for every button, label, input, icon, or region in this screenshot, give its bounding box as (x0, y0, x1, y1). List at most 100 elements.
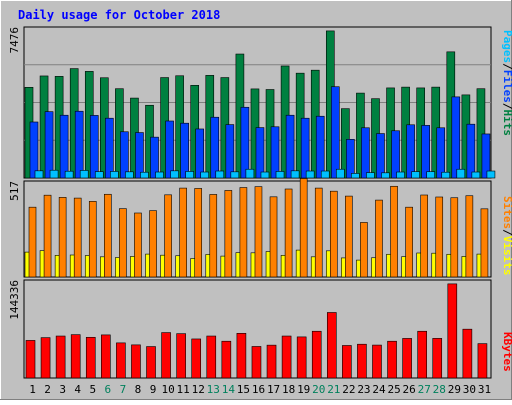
hits-ytick-max: 7476 (8, 27, 21, 54)
bar-pages-day-18 (290, 170, 300, 179)
bar-kbytes-day-24 (372, 344, 382, 379)
x-tick-label-day-23: 23 (357, 383, 370, 396)
bar-files-day-6 (105, 117, 114, 179)
bar-visits-day-13 (209, 194, 218, 278)
bar-kbytes-day-17 (266, 344, 277, 379)
x-tick-label-day-24: 24 (372, 383, 386, 396)
bar-kbytes-day-14 (221, 340, 232, 379)
bar-visits-day-3 (58, 197, 67, 278)
bar-hits-day-31 (476, 88, 486, 179)
bar-visits-day-8 (134, 212, 142, 278)
bar-files-day-14 (225, 124, 235, 179)
bar-pages-day-7 (125, 171, 134, 179)
x-tick-label-day-11: 11 (177, 383, 190, 396)
bar-visits-day-23 (360, 222, 368, 278)
bar-files-day-17 (270, 126, 280, 179)
x-tick-label-day-6: 6 (105, 383, 112, 396)
bar-visits-day-16 (254, 186, 263, 278)
bar-files-day-31 (481, 133, 491, 179)
bar-files-day-27 (421, 125, 430, 179)
legend-kbytes: KBytes (501, 332, 512, 372)
bar-files-day-7 (120, 131, 129, 179)
bar-kbytes-day-26 (402, 338, 412, 379)
bar-kbytes-day-29 (447, 283, 458, 379)
bar-files-day-24 (376, 133, 385, 179)
bar-kbytes-day-27 (417, 330, 427, 379)
bar-pages-day-11 (185, 171, 194, 179)
x-tick-label-day-13: 13 (207, 383, 220, 396)
x-tick-label-day-26: 26 (403, 383, 416, 396)
x-tick-label-day-7: 7 (120, 383, 127, 396)
bar-files-day-30 (466, 123, 476, 179)
x-tick-label-day-5: 5 (89, 383, 96, 396)
bar-kbytes-day-15 (236, 333, 247, 379)
bar-files-day-23 (361, 127, 370, 179)
bar-pages-day-13 (215, 170, 225, 179)
legend-sep-2: / (501, 103, 512, 110)
bar-kbytes-day-20 (311, 330, 322, 379)
bar-pages-day-15 (245, 168, 255, 179)
bar-visits-day-26 (405, 206, 413, 278)
bar-files-day-25 (391, 130, 400, 179)
bar-pages-day-19 (305, 170, 315, 179)
bar-pages-day-26 (411, 171, 420, 179)
bar-kbytes-day-31 (477, 343, 488, 379)
bar-pages-day-16 (260, 171, 270, 179)
bar-pages-day-21 (335, 168, 345, 179)
bar-kbytes-day-9 (146, 346, 156, 379)
bar-kbytes-day-11 (176, 333, 186, 379)
bar-files-day-9 (150, 136, 159, 179)
bar-pages-day-4 (79, 170, 89, 179)
bar-visits-day-12 (194, 188, 203, 278)
bar-kbytes-day-22 (342, 345, 352, 379)
x-tick-label-day-30: 30 (463, 383, 476, 396)
legend-pages: Pages (501, 30, 512, 63)
bar-files-day-16 (255, 127, 265, 179)
bar-pages-day-20 (320, 170, 330, 179)
bar-files-day-4 (74, 110, 84, 179)
bar-visits-day-17 (269, 196, 278, 278)
bar-visits-day-10 (164, 194, 172, 278)
bar-pages-day-8 (140, 171, 149, 179)
x-tick-label-day-12: 12 (192, 383, 205, 396)
bar-pages-day-10 (170, 170, 179, 179)
bar-visits-day-28 (435, 196, 444, 278)
bar-pages-day-5 (94, 171, 104, 179)
bar-visits-day-27 (420, 194, 428, 278)
bar-pages-day-6 (110, 171, 119, 179)
sites-visits-panel (23, 178, 492, 278)
bar-files-day-10 (165, 120, 174, 179)
bar-kbytes-day-21 (326, 312, 337, 379)
x-tick-label-day-2: 2 (44, 383, 51, 396)
bar-files-day-22 (346, 139, 355, 179)
x-tick-label-day-15: 15 (237, 383, 250, 396)
bar-files-day-5 (89, 115, 99, 179)
bar-files-day-1 (29, 121, 39, 179)
bar-kbytes-day-10 (161, 332, 171, 379)
x-tick-label-day-29: 29 (448, 383, 461, 396)
x-tick-label-day-25: 25 (387, 383, 400, 396)
bar-visits-day-25 (390, 185, 398, 278)
bar-kbytes-day-1 (25, 340, 36, 379)
bar-visits-day-21 (329, 190, 338, 278)
legend-sep-3: / (501, 229, 512, 236)
x-tick-label-day-31: 31 (478, 383, 491, 396)
bar-files-day-11 (180, 122, 189, 179)
bar-pages-day-2 (49, 169, 59, 179)
bar-pages-day-29 (456, 168, 466, 179)
bar-files-day-20 (315, 115, 325, 179)
chart-title: Daily usage for October 2018 (18, 8, 220, 22)
x-tick-label-day-18: 18 (282, 383, 295, 396)
bar-pages-day-12 (200, 171, 210, 179)
bar-files-day-8 (135, 132, 144, 179)
bar-files-day-26 (406, 124, 415, 179)
legend-sites-visits: Sites/Visits (501, 196, 512, 276)
bar-visits-day-1 (28, 206, 37, 278)
bar-kbytes-day-18 (281, 335, 292, 379)
bar-kbytes-day-13 (206, 335, 217, 379)
bar-visits-day-2 (43, 194, 52, 278)
x-tick-label-day-9: 9 (150, 383, 157, 396)
bar-pages-day-17 (275, 171, 285, 179)
legend-files: Files (501, 70, 512, 103)
x-tick-label-day-28: 28 (433, 383, 446, 396)
